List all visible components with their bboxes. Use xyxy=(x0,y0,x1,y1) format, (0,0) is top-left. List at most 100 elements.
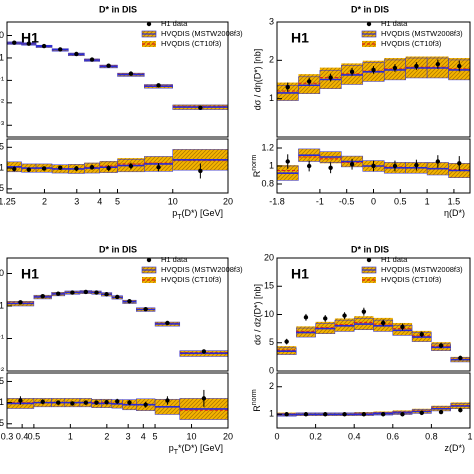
y-tick-label: 1 xyxy=(269,160,274,170)
data-point xyxy=(458,407,463,413)
data-point xyxy=(18,300,23,305)
y-tick-label: 1.2 xyxy=(261,142,274,152)
data-point xyxy=(115,294,120,300)
data-point xyxy=(201,396,207,401)
panel-title: D* in DIS xyxy=(351,4,389,14)
data-point xyxy=(106,63,111,68)
data-point xyxy=(201,349,207,354)
y-tick-label: 10⁻³ xyxy=(0,120,4,130)
panel-title: D* in DIS xyxy=(99,4,137,14)
y-tick-label: 10 xyxy=(264,309,274,319)
data-point xyxy=(400,324,405,330)
data-point xyxy=(342,412,347,417)
data-point xyxy=(74,166,79,171)
data-point xyxy=(89,165,95,170)
data-point xyxy=(58,165,63,170)
y-axis-label-part: R xyxy=(252,405,262,412)
data-point xyxy=(165,398,170,403)
data-point xyxy=(306,163,312,169)
x-axis-label-part: T xyxy=(174,449,179,456)
data-point xyxy=(285,159,290,164)
data-point xyxy=(349,69,355,75)
data-point xyxy=(419,410,424,416)
data-point xyxy=(156,165,161,170)
legend-marker xyxy=(146,257,152,263)
data-point xyxy=(74,51,79,57)
x-tick-label: -1.8 xyxy=(269,196,285,206)
x-tick-label: 0 xyxy=(371,196,376,206)
y-tick-label: 0.5 xyxy=(0,418,4,428)
y-axis-label: Rnorm xyxy=(251,389,262,412)
axes-frame xyxy=(6,21,229,138)
data-point xyxy=(55,291,61,296)
x-axis-label-part: z(D*) xyxy=(445,443,466,453)
data-point xyxy=(284,412,289,417)
plot-area xyxy=(277,148,470,181)
data-point xyxy=(361,309,367,314)
data-point xyxy=(458,355,463,361)
data-point xyxy=(438,409,444,415)
data-point xyxy=(70,401,75,406)
data-point xyxy=(392,65,398,71)
x-tick-label: 0.6 xyxy=(387,431,400,441)
data-point xyxy=(143,306,148,312)
data-point xyxy=(400,412,405,417)
data-point xyxy=(328,75,333,80)
x-tick-label: 0.5 xyxy=(28,431,41,441)
data-point xyxy=(285,84,290,90)
panel-title: D* in DIS xyxy=(99,244,137,254)
data-point xyxy=(419,332,424,337)
data-point xyxy=(18,398,23,403)
y-axis-label-part: norm xyxy=(251,389,258,405)
y-tick-label: 1 xyxy=(269,93,274,103)
x-tick-label: 1.5 xyxy=(448,196,461,206)
legend-label: HVQDIS (CT10f3) xyxy=(161,275,222,284)
data-point xyxy=(127,299,132,304)
x-axis-label: pT(D*) [GeV] xyxy=(172,208,223,221)
data-point xyxy=(115,399,120,404)
x-tick-label: 20 xyxy=(223,196,233,206)
y-tick-label: 1.5 xyxy=(0,376,4,386)
data-point xyxy=(41,43,47,49)
data-point xyxy=(349,162,355,167)
data-point xyxy=(371,67,376,73)
data-point xyxy=(371,163,376,169)
legend-label: H1 data xyxy=(161,255,188,264)
y-tick-label: 2 xyxy=(269,55,274,65)
legend-marker xyxy=(146,21,152,27)
data-point xyxy=(94,400,99,405)
data-point xyxy=(435,61,441,67)
legend-label: HVQDIS (CT10f3) xyxy=(381,39,442,48)
y-tick-label: 1 xyxy=(0,397,4,407)
legend-label: H1 data xyxy=(161,19,188,28)
data-point xyxy=(457,63,462,69)
y-tick-label: 1.5 xyxy=(0,142,4,152)
legend-label: H1 data xyxy=(381,19,408,28)
experiment-label: H1 xyxy=(21,30,39,46)
x-tick-label: 10 xyxy=(187,431,197,441)
x-tick-label: 1 xyxy=(68,431,73,441)
data-point xyxy=(414,63,419,69)
data-point xyxy=(198,105,203,111)
data-point xyxy=(435,159,441,164)
data-point xyxy=(323,316,328,321)
data-point xyxy=(12,166,17,172)
data-point xyxy=(58,47,63,52)
data-point xyxy=(26,167,31,172)
x-tick-label: 4 xyxy=(141,431,146,441)
data-point xyxy=(198,168,203,174)
y-tick-label: 10⁻¹ xyxy=(0,75,4,85)
y-tick-label: 1 xyxy=(0,52,4,62)
plot-area xyxy=(277,307,470,363)
y-tick-label: 1 xyxy=(0,300,4,310)
axes-frame xyxy=(276,21,471,138)
legend-label: HVQDIS (CT10f3) xyxy=(381,275,442,284)
y-tick-label: 3 xyxy=(269,16,274,26)
data-point xyxy=(41,166,47,171)
x-tick-label: 4 xyxy=(97,196,102,206)
data-point xyxy=(104,292,109,297)
panel-title: D* in DIS xyxy=(351,244,389,254)
data-point xyxy=(323,412,328,417)
data-point xyxy=(40,294,45,299)
